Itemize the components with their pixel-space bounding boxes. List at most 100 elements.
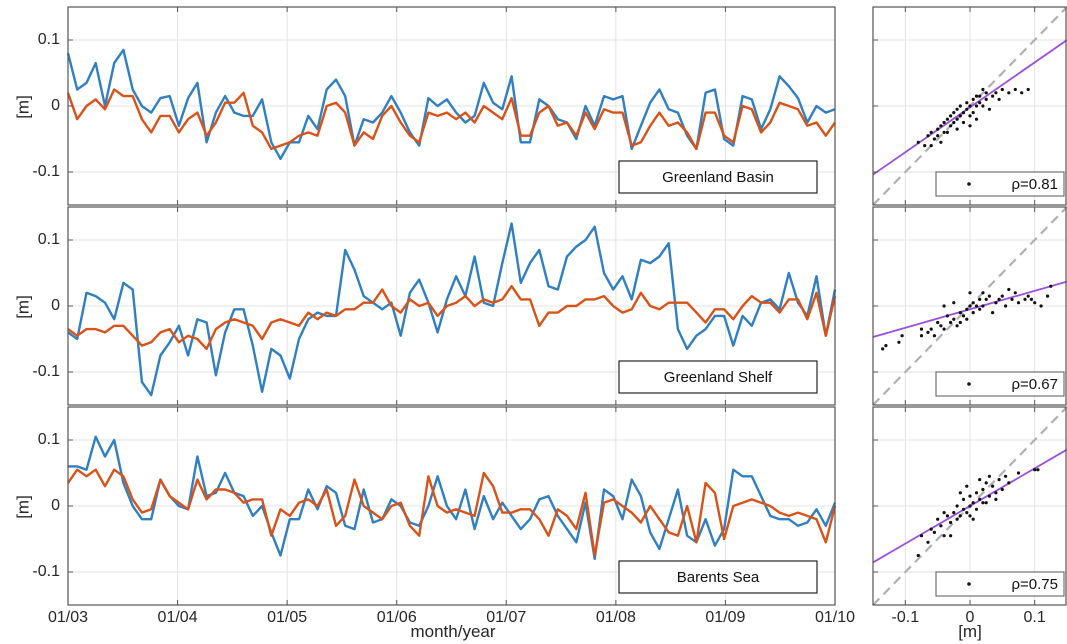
scatter-point xyxy=(936,134,940,138)
scatter-point xyxy=(1016,301,1021,305)
scatter-point xyxy=(958,114,962,118)
scatter-point xyxy=(978,478,982,482)
rho-legend-box xyxy=(935,571,1065,597)
scatter-point xyxy=(929,527,933,531)
scatter-point xyxy=(952,301,956,305)
scatter-point xyxy=(974,117,979,121)
tick-label-layer: 0.1 0 -0.1 0.1 0 -0.1 0.1 0 -0.1 01/03 01/04 01/05 0… xyxy=(32,31,1045,626)
scatter-point xyxy=(984,91,988,95)
scatter-point xyxy=(1000,294,1004,298)
ts-xtick-label: 01/09 xyxy=(705,609,745,626)
scatter-point xyxy=(1033,301,1037,305)
scatter-point xyxy=(1013,291,1017,295)
scatter-point xyxy=(994,491,998,495)
scatter-point xyxy=(997,97,1001,101)
scatter-point xyxy=(932,334,937,338)
scatter-point xyxy=(994,301,998,305)
ts-ytick-label: 0 xyxy=(51,497,60,514)
scatter-point xyxy=(978,94,982,98)
scatter-point xyxy=(987,107,992,111)
scatter-point xyxy=(965,317,969,321)
rho-legend-marker xyxy=(967,182,971,186)
scatter-point xyxy=(961,120,966,125)
scatter-point xyxy=(968,504,972,508)
scatter-point xyxy=(971,111,975,115)
scatter-x-axis-label: [m] xyxy=(958,622,982,641)
scatter-point xyxy=(1026,294,1030,298)
scatter-point xyxy=(942,327,946,331)
scatter-point xyxy=(1000,87,1004,92)
rho-legend-marker xyxy=(967,382,971,386)
scatter-point xyxy=(974,94,979,98)
scatter-point xyxy=(991,311,995,315)
ts-ytick-label: 0.1 xyxy=(38,31,60,48)
scatter-point xyxy=(1039,304,1043,308)
scatter-point xyxy=(965,101,969,105)
scatter-point xyxy=(965,484,969,488)
scatter-point xyxy=(987,494,992,498)
rho-legend-text: ρ=0.67 xyxy=(1012,376,1059,393)
scatter-point xyxy=(916,140,920,144)
scatter-point xyxy=(1049,284,1053,288)
scatter-point xyxy=(1004,474,1008,478)
series-line-orange xyxy=(67,468,837,557)
sc-xtick-label: -0.1 xyxy=(892,609,920,626)
scatter-point xyxy=(932,530,937,535)
panel-label-text: Greenland Basin xyxy=(662,169,774,186)
panel-label-box xyxy=(618,360,818,394)
scatter-point xyxy=(978,497,982,501)
ts-xtick-label: 01/10 xyxy=(815,609,855,626)
scatter-point xyxy=(981,104,985,108)
scatter-point xyxy=(968,114,972,118)
sc-xtick-label: 0 xyxy=(966,609,975,626)
scatter-point xyxy=(949,114,953,118)
scatter-point xyxy=(981,487,985,492)
series-line-blue xyxy=(68,435,837,560)
scatter-point xyxy=(929,327,933,331)
scatter-point xyxy=(974,104,979,108)
scatter-point xyxy=(1046,294,1050,298)
ts-xtick-label: 01/04 xyxy=(158,609,198,626)
scatter-point xyxy=(919,334,924,338)
scatter-point xyxy=(936,517,940,521)
scatter-point xyxy=(1007,287,1011,292)
scatter-point xyxy=(965,307,969,311)
scatter-point xyxy=(945,130,950,134)
scatter-point xyxy=(961,314,966,318)
scatter-point xyxy=(1029,297,1033,301)
scatter-point xyxy=(939,524,943,528)
scatter-point xyxy=(1016,471,1021,475)
scatter-point xyxy=(958,491,962,495)
scatter-point xyxy=(978,297,982,301)
scatter-point xyxy=(929,130,933,134)
scatter-point xyxy=(919,327,924,331)
scatter-point xyxy=(958,104,962,108)
scatter-point xyxy=(949,520,953,525)
scatter-point xyxy=(884,344,888,348)
series-line-blue xyxy=(66,48,836,161)
ts-ytick-label: 0.1 xyxy=(38,431,60,448)
scatter-point xyxy=(955,517,959,521)
scatter-point xyxy=(900,334,904,338)
scatter-point xyxy=(942,510,946,515)
rho-legend-box xyxy=(935,171,1065,197)
scatter-point xyxy=(1023,297,1027,301)
scatter-point xyxy=(1010,297,1014,301)
scatter-point xyxy=(1004,304,1008,308)
scatter-point xyxy=(942,534,946,538)
scatter-point xyxy=(968,494,972,498)
scatter-point xyxy=(926,330,930,334)
scatter-point xyxy=(984,501,988,505)
scatter-point xyxy=(981,291,985,295)
scatter-point xyxy=(965,510,969,515)
ts-xtick-label: 01/05 xyxy=(267,609,307,626)
scatter-point xyxy=(1026,87,1030,92)
rho-legend-marker xyxy=(967,582,971,586)
scatter-point xyxy=(958,320,962,325)
scatter-point xyxy=(955,107,959,111)
scatter-point xyxy=(926,134,930,138)
scatter-point xyxy=(994,91,998,95)
panel-label-text: Greenland Shelf xyxy=(664,369,773,386)
sc-xtick-label: 0.1 xyxy=(1024,609,1046,626)
panel-label-box xyxy=(618,160,818,194)
